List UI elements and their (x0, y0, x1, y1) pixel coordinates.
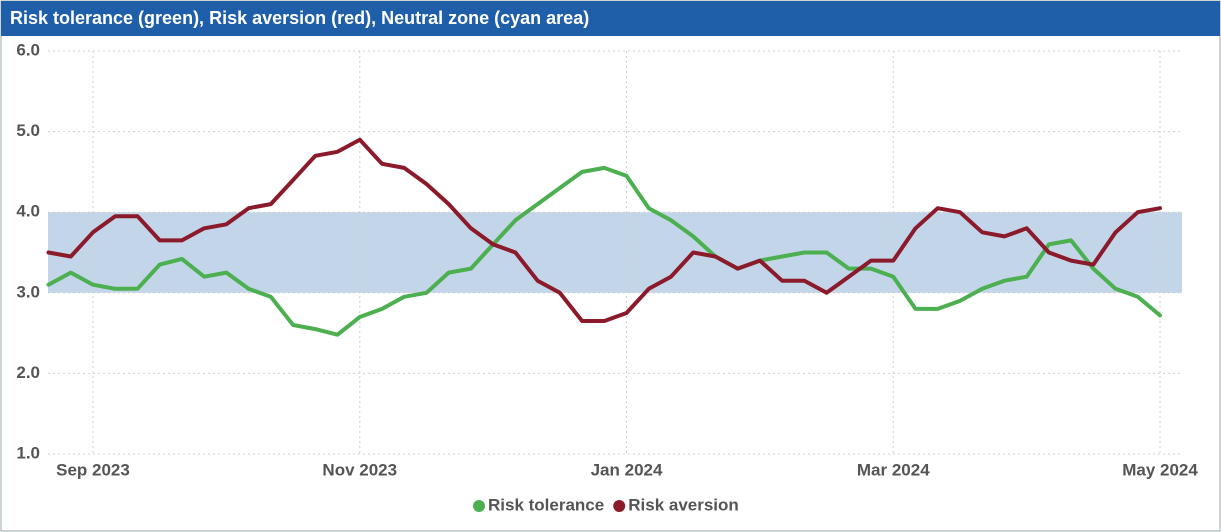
y-tick-label: 4.0 (16, 202, 40, 221)
y-tick-label: 1.0 (16, 443, 40, 462)
series-line (46, 165, 1162, 337)
y-tick-label: 2.0 (16, 363, 40, 382)
legend-label: Risk tolerance (488, 495, 604, 514)
y-tick-label: 5.0 (16, 121, 40, 140)
x-tick-label: Nov 2023 (322, 460, 397, 479)
x-tick-label: May 2024 (1122, 460, 1198, 479)
legend-label: Risk aversion (628, 495, 739, 514)
legend: Risk tolerance Risk aversion (473, 495, 739, 514)
y-tick-label: 6.0 (16, 40, 40, 59)
title-bar (1, 1, 1220, 36)
y-tick-label: 3.0 (16, 282, 40, 301)
x-tick-label: Jan 2024 (591, 460, 663, 479)
legend-marker (613, 500, 626, 512)
legend-marker (473, 500, 485, 512)
series-line (46, 137, 1162, 323)
x-tick-label: Sep 2023 (56, 460, 130, 479)
chart-title: Risk tolerance (green), Risk aversion (r… (10, 8, 589, 28)
x-tick-label: Mar 2024 (857, 460, 930, 479)
